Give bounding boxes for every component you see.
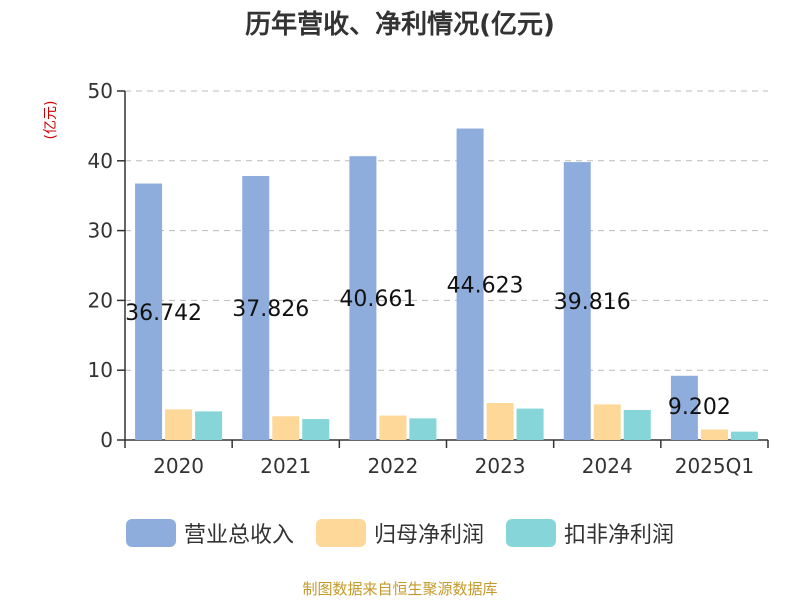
data-label-revenue: 9.202 xyxy=(668,395,731,420)
legend-item-deducted-profit[interactable]: 扣非净利润 xyxy=(506,517,674,549)
data-label-revenue: 44.623 xyxy=(447,273,524,298)
bar-net-profit xyxy=(593,404,621,440)
legend-label-deducted-profit: 扣非净利润 xyxy=(564,523,675,548)
bar-revenue xyxy=(670,375,698,440)
x-tick-label: 2022 xyxy=(367,454,418,478)
data-label-revenue: 40.661 xyxy=(339,287,416,312)
data-label-revenue: 36.742 xyxy=(125,301,202,326)
y-tick-label: 20 xyxy=(88,288,113,312)
y-tick-label: 0 xyxy=(100,428,113,452)
source-note: 制图数据来自恒生聚源数据库 xyxy=(302,580,498,598)
legend-item-revenue[interactable]: 营业总收入 xyxy=(125,517,294,549)
legend-swatch-revenue xyxy=(125,519,176,547)
bar-net-profit xyxy=(379,415,407,440)
bar-net-profit xyxy=(486,403,514,440)
bar-net-profit xyxy=(165,409,193,440)
bar-deducted-profit xyxy=(623,409,651,440)
bar-deducted-profit xyxy=(730,431,758,440)
x-tick-label: 2024 xyxy=(582,454,633,478)
legend-swatch-deducted-profit xyxy=(506,519,556,547)
x-tick-label: 2021 xyxy=(260,454,311,478)
bar-revenue xyxy=(135,183,163,440)
y-tick-label: 40 xyxy=(88,149,113,173)
x-tick-label: 2023 xyxy=(475,454,526,478)
data-label-revenue: 37.826 xyxy=(232,297,309,322)
bar-revenue xyxy=(349,156,377,440)
bar-deducted-profit xyxy=(302,419,330,440)
bar-revenue xyxy=(456,128,484,440)
bar-revenue xyxy=(563,162,591,440)
bar-revenue xyxy=(242,175,270,440)
bar-deducted-profit xyxy=(195,411,223,440)
x-tick-label: 2020 xyxy=(153,454,204,478)
legend-label-net-profit: 归母净利润 xyxy=(373,523,484,548)
bar-deducted-profit xyxy=(409,418,437,440)
y-tick-label: 50 xyxy=(88,79,113,103)
legend: 营业总收入 归母净利润 扣非净利润 xyxy=(0,517,800,549)
bar-net-profit xyxy=(272,416,300,440)
bar-deducted-profit xyxy=(516,408,544,440)
y-tick-label: 30 xyxy=(88,219,113,243)
chart-title: 历年营收、净利情况(亿元) xyxy=(245,10,555,40)
y-tick-label: 10 xyxy=(88,358,113,382)
legend-swatch-net-profit xyxy=(315,519,366,547)
data-label-revenue: 39.816 xyxy=(554,290,631,315)
x-tick-label: 2025Q1 xyxy=(675,454,754,478)
legend-label-revenue: 营业总收入 xyxy=(183,523,294,548)
bar-net-profit xyxy=(700,429,728,440)
legend-item-net-profit[interactable]: 归母净利润 xyxy=(315,517,484,549)
